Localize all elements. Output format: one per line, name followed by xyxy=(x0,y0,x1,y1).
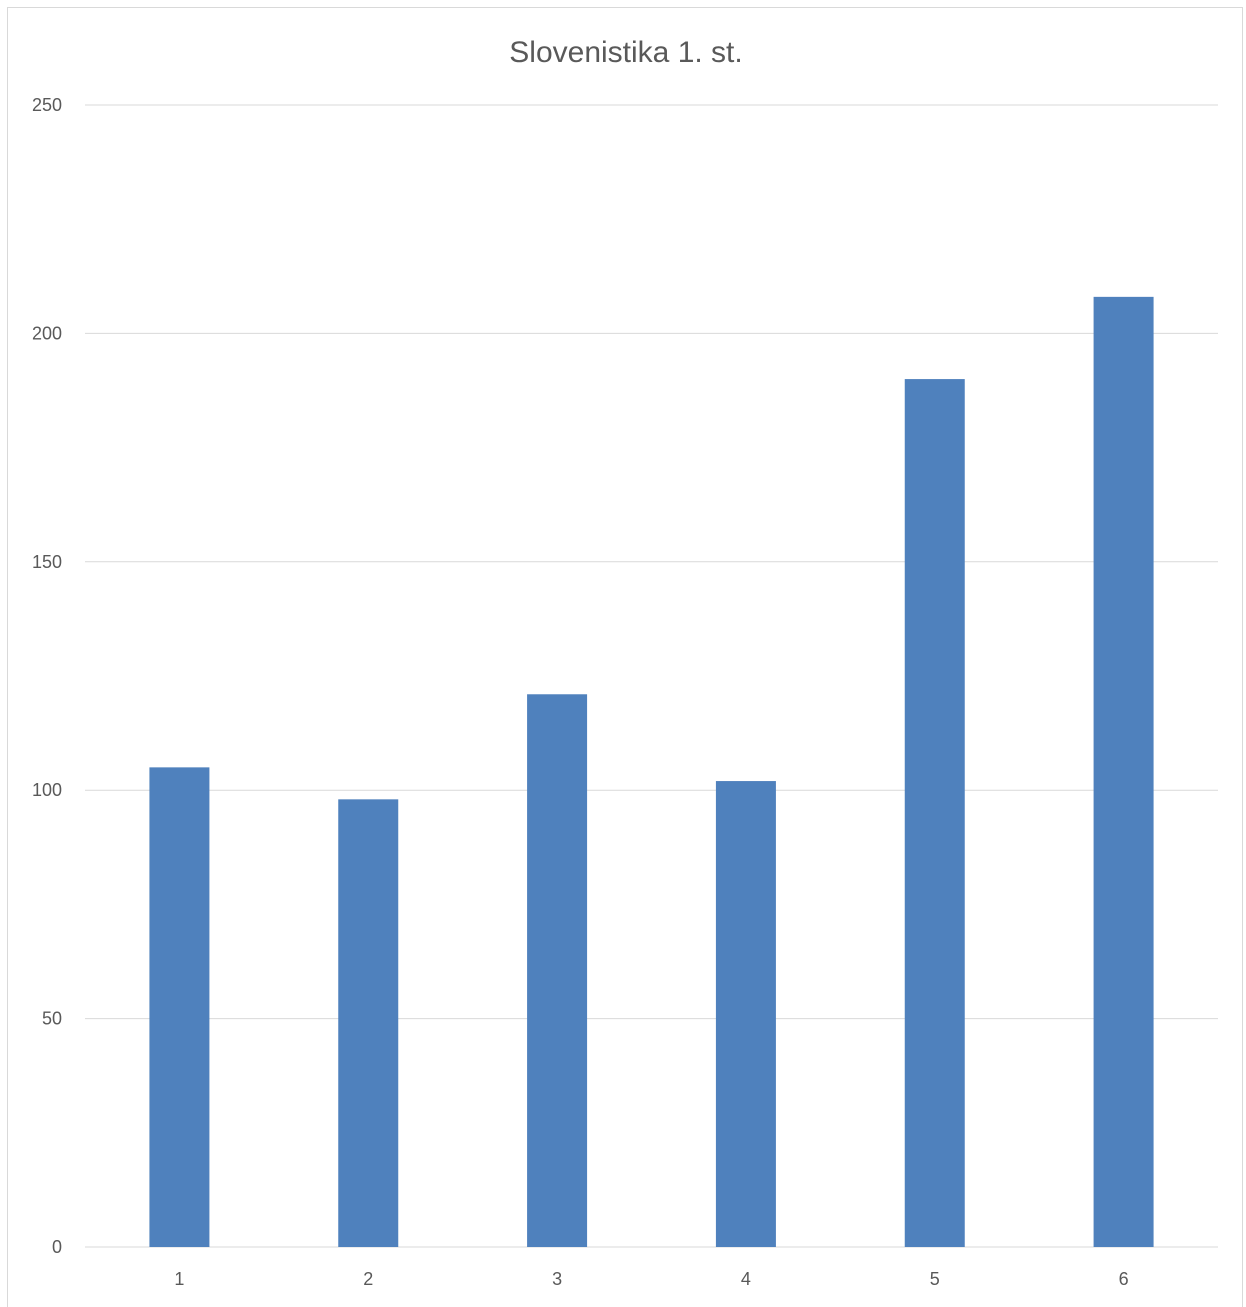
x-axis-ticks: 1 2 3 4 5 6 xyxy=(174,1269,1128,1289)
chart-frame xyxy=(7,7,1243,1307)
y-tick-label: 0 xyxy=(52,1237,62,1257)
bar xyxy=(338,799,399,1247)
y-axis-ticks: 0 50 100 150 200 250 xyxy=(32,95,62,1257)
gridlines xyxy=(85,104,1218,1248)
bar xyxy=(715,781,776,1247)
x-tick-label: 1 xyxy=(174,1269,184,1289)
x-tick-label: 2 xyxy=(363,1269,373,1289)
x-tick-label: 4 xyxy=(741,1269,751,1289)
x-tick-label: 6 xyxy=(1119,1269,1129,1289)
y-tick-label: 100 xyxy=(32,780,62,800)
bar xyxy=(149,767,210,1247)
y-tick-label: 250 xyxy=(32,95,62,115)
bar xyxy=(527,694,588,1247)
chart-title: Slovenistika 1. st. xyxy=(509,36,742,69)
y-tick-label: 150 xyxy=(32,552,62,572)
x-tick-label: 3 xyxy=(552,1269,562,1289)
x-tick-label: 5 xyxy=(930,1269,940,1289)
bar xyxy=(904,379,965,1248)
bar xyxy=(1093,296,1154,1248)
y-tick-label: 200 xyxy=(32,323,62,343)
y-tick-label: 50 xyxy=(42,1009,62,1029)
bars xyxy=(149,296,1154,1248)
